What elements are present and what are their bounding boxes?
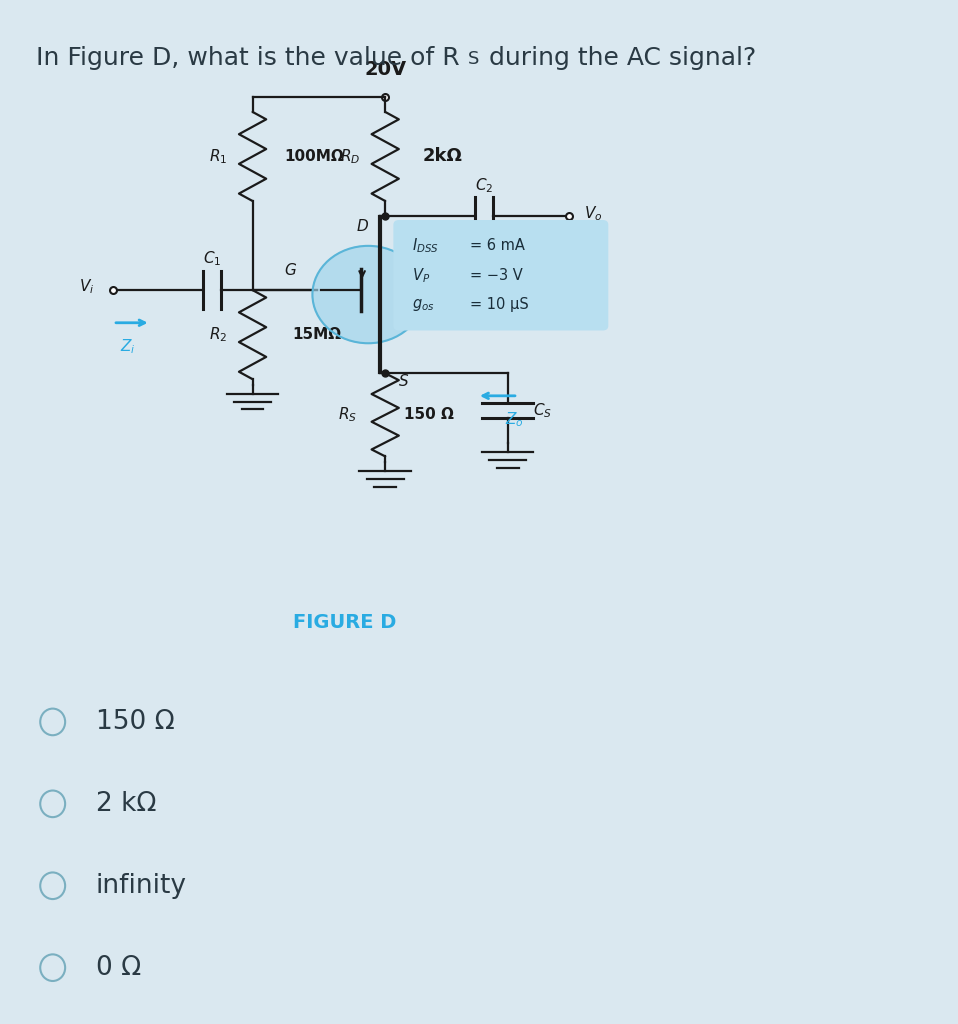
Text: 2kΩ: 2kΩ xyxy=(423,147,463,166)
Text: G: G xyxy=(285,263,296,279)
Text: $R_S$: $R_S$ xyxy=(338,406,357,424)
Text: during the AC signal?: during the AC signal? xyxy=(481,46,756,70)
Text: In Figure D, what is the value of R: In Figure D, what is the value of R xyxy=(36,46,460,70)
Text: $C_1$: $C_1$ xyxy=(202,249,221,267)
Text: $I_{DSS}$: $I_{DSS}$ xyxy=(412,237,440,255)
Text: = 10 μS: = 10 μS xyxy=(470,297,529,312)
Text: $R_2$: $R_2$ xyxy=(210,326,228,344)
Text: S: S xyxy=(399,375,408,389)
Text: $C_2$: $C_2$ xyxy=(474,176,493,196)
Text: $V_i$: $V_i$ xyxy=(79,278,94,297)
Text: S: S xyxy=(468,50,479,69)
Text: $R_D$: $R_D$ xyxy=(340,147,360,166)
Text: $g_{os}$: $g_{os}$ xyxy=(412,297,435,313)
Text: 15MΩ: 15MΩ xyxy=(292,327,342,342)
Text: 100MΩ: 100MΩ xyxy=(284,148,344,164)
Text: 20V: 20V xyxy=(364,60,406,79)
Text: $Z_o$: $Z_o$ xyxy=(505,411,524,429)
Text: $C_S$: $C_S$ xyxy=(534,401,553,420)
Text: = 6 mA: = 6 mA xyxy=(470,238,525,253)
FancyBboxPatch shape xyxy=(394,220,608,331)
Circle shape xyxy=(312,246,424,343)
Text: 0 Ω: 0 Ω xyxy=(96,954,141,981)
Text: $Z_i$: $Z_i$ xyxy=(121,338,136,356)
Text: infinity: infinity xyxy=(96,872,187,899)
Text: = −3 V: = −3 V xyxy=(470,267,523,283)
Text: FIGURE D: FIGURE D xyxy=(293,613,396,632)
Text: 150 Ω: 150 Ω xyxy=(404,408,454,422)
Text: $V_o$: $V_o$ xyxy=(583,205,603,223)
Text: D: D xyxy=(356,219,368,233)
Text: 150 Ω: 150 Ω xyxy=(96,709,174,735)
Text: $R_1$: $R_1$ xyxy=(210,147,228,166)
Text: 2 kΩ: 2 kΩ xyxy=(96,791,156,817)
Text: $V_P$: $V_P$ xyxy=(412,266,430,285)
